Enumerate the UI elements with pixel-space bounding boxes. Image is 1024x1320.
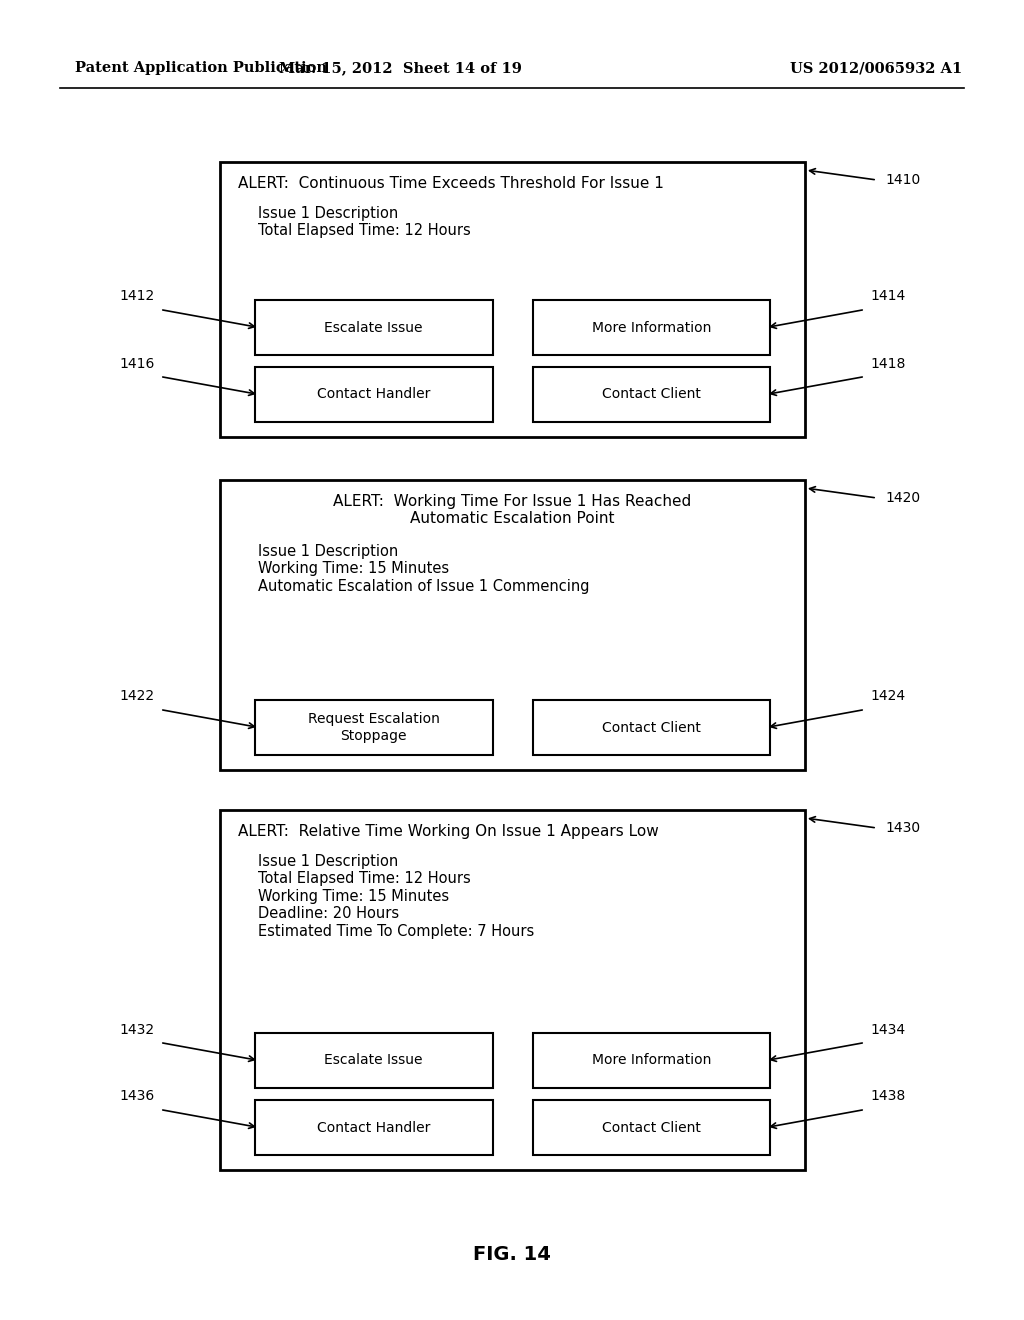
- Text: 1434: 1434: [870, 1023, 905, 1036]
- Text: Contact Client: Contact Client: [602, 388, 700, 401]
- Text: FIG. 14: FIG. 14: [473, 1246, 551, 1265]
- Text: Request Escalation
Stoppage: Request Escalation Stoppage: [308, 713, 439, 743]
- Text: 1416: 1416: [120, 356, 155, 371]
- Text: 1422: 1422: [120, 689, 155, 704]
- Bar: [255, 367, 493, 422]
- Text: 1424: 1424: [870, 689, 905, 704]
- Text: ALERT:  Relative Time Working On Issue 1 Appears Low: ALERT: Relative Time Working On Issue 1 …: [238, 824, 658, 840]
- Text: US 2012/0065932 A1: US 2012/0065932 A1: [790, 61, 963, 75]
- Text: Contact Client: Contact Client: [602, 721, 700, 734]
- Text: Mar. 15, 2012  Sheet 14 of 19: Mar. 15, 2012 Sheet 14 of 19: [279, 61, 521, 75]
- Text: 1418: 1418: [870, 356, 905, 371]
- Text: ALERT:  Continuous Time Exceeds Threshold For Issue 1: ALERT: Continuous Time Exceeds Threshold…: [238, 176, 664, 191]
- Bar: [255, 700, 493, 755]
- Text: ALERT:  Working Time For Issue 1 Has Reached
Automatic Escalation Point: ALERT: Working Time For Issue 1 Has Reac…: [334, 494, 691, 527]
- Text: Issue 1 Description
Working Time: 15 Minutes
Automatic Escalation of Issue 1 Com: Issue 1 Description Working Time: 15 Min…: [258, 544, 590, 594]
- Text: Issue 1 Description
Total Elapsed Time: 12 Hours
Working Time: 15 Minutes
Deadli: Issue 1 Description Total Elapsed Time: …: [258, 854, 535, 939]
- Text: 1438: 1438: [870, 1089, 905, 1104]
- Bar: [255, 1034, 493, 1088]
- Text: Patent Application Publication: Patent Application Publication: [75, 61, 327, 75]
- Text: 1432: 1432: [120, 1023, 155, 1036]
- Bar: [532, 700, 770, 755]
- Bar: [255, 1100, 493, 1155]
- Bar: [532, 300, 770, 355]
- Text: Escalate Issue: Escalate Issue: [325, 321, 423, 334]
- Text: 1430: 1430: [885, 821, 921, 836]
- Text: Contact Handler: Contact Handler: [317, 388, 430, 401]
- Bar: [220, 810, 805, 1170]
- Text: Contact Client: Contact Client: [602, 1121, 700, 1134]
- Bar: [532, 367, 770, 422]
- Text: 1414: 1414: [870, 289, 905, 304]
- Text: More Information: More Information: [592, 321, 711, 334]
- Text: Escalate Issue: Escalate Issue: [325, 1053, 423, 1068]
- Bar: [255, 300, 493, 355]
- Bar: [532, 1100, 770, 1155]
- Text: More Information: More Information: [592, 1053, 711, 1068]
- Text: 1412: 1412: [120, 289, 155, 304]
- Text: Issue 1 Description
Total Elapsed Time: 12 Hours: Issue 1 Description Total Elapsed Time: …: [258, 206, 471, 239]
- Bar: [220, 162, 805, 437]
- Text: 1436: 1436: [120, 1089, 155, 1104]
- Bar: [220, 480, 805, 770]
- Text: 1410: 1410: [885, 173, 921, 187]
- Bar: [532, 1034, 770, 1088]
- Text: 1420: 1420: [885, 491, 921, 506]
- Text: Contact Handler: Contact Handler: [317, 1121, 430, 1134]
